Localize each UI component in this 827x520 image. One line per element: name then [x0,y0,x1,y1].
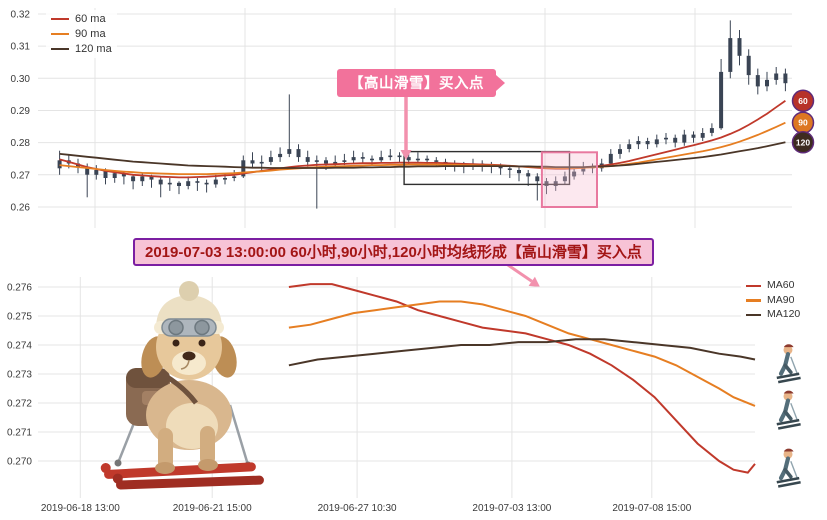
line-end-skiers [776,344,801,488]
legend-swatch-120ma [51,47,69,51]
top-legend: 60 ma 90 ma 120 ma [46,10,117,59]
bottom-x-tick-label: 2019-07-08 15:00 [612,503,691,514]
skier-icon [776,344,801,384]
bottom-y-tick-label: 0.275 [7,312,32,323]
legend-swatch-60ma [51,17,69,21]
legend-label-ma60: MA60 [767,279,795,291]
line-MA120 [288,338,756,367]
top-y-tick-label: 0.30 [11,74,31,85]
legend-label-90ma: 90 ma [75,28,106,41]
legend-label-ma90: MA90 [767,293,795,306]
bottom-x-tick-label: 2019-06-27 10:30 [318,503,397,514]
bottom-y-tick-label: 0.270 [7,457,32,468]
bottom-x-tick-label: 2019-07-03 13:00 [472,503,551,514]
buy-point-highlight-box [540,151,599,209]
line-MA90 [288,300,756,407]
buy-point-callout: 【高山滑雪】买入点 [337,69,505,97]
bottom-y-tick-label: 0.272 [7,399,32,410]
legend-entry-90ma: 90 ma [51,28,112,40]
ma-badges: 60 90 120 [791,89,815,154]
top-y-tick-label: 0.29 [11,106,31,117]
ma-line-120ma [59,141,786,169]
skier-icon [776,390,801,430]
bottom-y-tick-label: 0.273 [7,370,32,381]
top-ma-lines [59,100,786,179]
legend-swatch-90ma [51,32,69,36]
bottom-y-tick-label: 0.274 [7,341,32,352]
bottom-ma-lines [288,283,756,474]
skier-icon [776,448,801,488]
legend-entry-120ma: 120 ma [51,43,112,55]
top-y-tick-label: 0.27 [11,170,31,181]
ma-badge-120 [791,131,815,154]
top-y-tick-label: 0.28 [11,138,31,149]
down-right-arrow-icon [504,261,540,287]
top-y-tick-label: 0.32 [11,10,31,21]
top-y-tick-label: 0.31 [11,42,31,53]
candlestick-series [57,20,788,209]
legend-swatch-ma120 [746,313,761,317]
legend-label-60ma: 60 ma [75,13,106,25]
ma-badge-60 [791,89,815,113]
pattern-outline-box [403,150,571,186]
bottom-x-tick-label: 2019-06-21 15:00 [173,503,252,514]
bottom-x-tick-label: 2019-06-18 13:00 [41,503,120,514]
legend-label-120ma: 120 ma [75,43,112,56]
down-arrow-icon [400,96,412,160]
ma-badge-label: 90 [798,118,808,128]
legend-entry-60ma: 60 ma [51,13,112,25]
legend-entry-ma60: MA60 [746,279,800,292]
ma-line-90ma [59,121,786,176]
ma-line-60ma [59,100,786,179]
top-grid: 0.32 0.31 0.30 0.29 0.28 0.27 0.26 [11,8,792,228]
line-MA60 [288,283,756,474]
legend-swatch-ma90 [746,299,761,302]
bottom-y-tick-label: 0.276 [7,283,32,294]
bottom-grid: 0.276 0.275 0.274 0.273 0.272 0.271 0.270 2019-… [7,277,755,514]
legend-swatch-ma60 [746,284,761,288]
legend-label-ma120: MA120 [767,308,801,321]
event-banner: 2019-07-03 13:00:00 60小时,90小时,120小时均线形成【… [133,238,654,266]
legend-entry-ma120: MA120 [746,309,800,321]
legend-entry-ma90: MA90 [746,293,800,307]
bottom-legend: MA60 MA90 MA120 [741,277,806,324]
ma-badge-label: 120 [796,137,810,147]
bottom-y-tick-label: 0.271 [7,428,32,439]
ma-badge-label: 60 [798,96,808,106]
top-y-tick-label: 0.26 [11,203,31,214]
